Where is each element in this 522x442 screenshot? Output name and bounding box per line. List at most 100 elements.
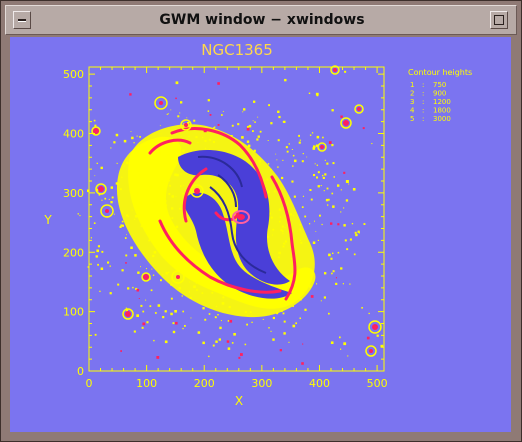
- galaxy-noise-speck: [321, 223, 323, 226]
- galaxy-noise-speck: [175, 142, 178, 144]
- galaxy-noise-speck: [357, 230, 360, 233]
- galaxy-noise-speck: [115, 182, 118, 185]
- window-menu-button[interactable]: [13, 11, 31, 29]
- galaxy-noise-speck: [97, 245, 100, 248]
- star-speck: [299, 298, 302, 301]
- star-speck: [133, 330, 136, 333]
- star-contour: [317, 142, 327, 152]
- galaxy-noise-speck: [292, 305, 294, 307]
- galaxy-noise-speck: [279, 220, 281, 223]
- galaxy-noise-speck: [281, 225, 284, 228]
- galaxy-noise-speck: [126, 309, 128, 312]
- title-bar[interactable]: GWM window − xwindows: [5, 5, 517, 35]
- galaxy-noise-speck: [136, 192, 139, 195]
- galaxy-noise-speck: [134, 254, 137, 257]
- galaxy-noise-speck: [344, 239, 347, 242]
- galaxy-noise-speck: [278, 256, 280, 258]
- galaxy-noise-speck: [137, 271, 140, 274]
- legend-value: 900: [433, 90, 446, 98]
- galaxy-noise-speck: [214, 316, 217, 318]
- galaxy-noise-speck: [282, 230, 284, 233]
- star-speck: [333, 176, 335, 178]
- galaxy-noise-speck: [172, 330, 176, 334]
- galaxy-noise-speck: [166, 214, 168, 215]
- galaxy-noise-speck: [162, 274, 164, 275]
- maximize-button[interactable]: [490, 11, 508, 29]
- galaxy-noise-speck: [319, 214, 321, 217]
- galaxy-arm-contour: [270, 175, 297, 301]
- legend: Contour heights 1: 750 2: 900 3: 1200 4: 1800 5:…: [408, 68, 472, 123]
- galaxy-noise-speck: [283, 320, 286, 323]
- star-speck: [302, 343, 304, 345]
- galaxy-noise-speck: [222, 111, 224, 112]
- galaxy-noise-speck: [284, 240, 287, 243]
- star-speck: [340, 115, 343, 118]
- galaxy-noise-speck: [182, 192, 184, 195]
- star-speck: [94, 124, 97, 127]
- star-speck: [120, 350, 122, 352]
- galaxy-noise-speck: [213, 127, 215, 129]
- star-speck: [217, 82, 220, 85]
- galaxy-noise-speck: [234, 292, 237, 295]
- galaxy-noise-speck: [262, 318, 264, 320]
- galaxy-noise-speck: [316, 135, 320, 139]
- legend-level: 1: [410, 81, 414, 89]
- galaxy-noise-speck: [220, 320, 222, 322]
- galaxy-noise-speck: [346, 248, 349, 251]
- galaxy-noise-speck: [110, 201, 113, 204]
- galaxy-noise-speck: [270, 168, 272, 171]
- star-speck: [127, 287, 130, 290]
- galaxy-noise-speck: [299, 239, 301, 241]
- galaxy-noise-speck: [249, 311, 252, 313]
- galaxy-noise-speck: [282, 159, 284, 161]
- galaxy-noise-speck: [125, 307, 127, 309]
- galaxy-noise-speck: [267, 163, 270, 165]
- galaxy-noise-speck: [160, 133, 162, 135]
- galaxy-noise-speck: [168, 180, 171, 182]
- star-contour: [95, 183, 107, 195]
- galaxy-noise-speck: [320, 300, 322, 302]
- star-speck: [253, 100, 256, 103]
- galaxy-noise-speck: [281, 310, 283, 312]
- star-speck: [352, 188, 356, 191]
- galaxy-noise-speck: [166, 113, 168, 115]
- galaxy-noise-speck: [150, 289, 153, 292]
- galaxy-noise-speck: [306, 156, 308, 158]
- galaxy-noise-speck: [219, 326, 222, 330]
- star-peak: [343, 120, 349, 126]
- galaxy-noise-speck: [266, 283, 270, 286]
- galaxy-noise-speck: [160, 279, 162, 282]
- galaxy-noise-speck: [165, 204, 168, 206]
- galaxy-noise-speck: [189, 268, 191, 270]
- galaxy-noise-speck: [101, 199, 103, 201]
- star-speck: [276, 312, 279, 315]
- galaxy-noise-speck: [310, 198, 313, 201]
- galaxy-noise-speck: [211, 291, 214, 294]
- star-peak: [194, 188, 200, 194]
- galaxy-noise-speck: [165, 272, 168, 275]
- maximize-icon: [494, 15, 504, 25]
- star-speck: [304, 308, 307, 311]
- star-speck: [136, 288, 140, 292]
- galaxy-noise-speck: [272, 228, 275, 231]
- star-speck: [240, 353, 243, 356]
- galaxy-noise-speck: [218, 338, 221, 341]
- y-tick-label: 400: [63, 128, 84, 141]
- star-speck: [136, 314, 139, 317]
- star-speck: [331, 109, 334, 112]
- legend-separator: :: [422, 98, 424, 106]
- galaxy-noise-speck: [340, 267, 343, 270]
- galaxy-arm-contour: [148, 138, 192, 155]
- galaxy-noise-speck: [337, 251, 340, 254]
- star-contour: [171, 270, 185, 284]
- star-peak: [357, 107, 361, 111]
- galaxy-noise-speck: [133, 142, 135, 144]
- galaxy-noise-speck: [267, 235, 270, 238]
- galaxy-core-contour: [217, 174, 237, 208]
- galaxy-noise-speck: [290, 258, 292, 260]
- galaxy-noise-speck: [343, 207, 345, 209]
- galaxy-noise-speck: [183, 123, 185, 124]
- y-tick-label: 500: [63, 68, 84, 81]
- galaxy-noise-speck: [121, 176, 123, 178]
